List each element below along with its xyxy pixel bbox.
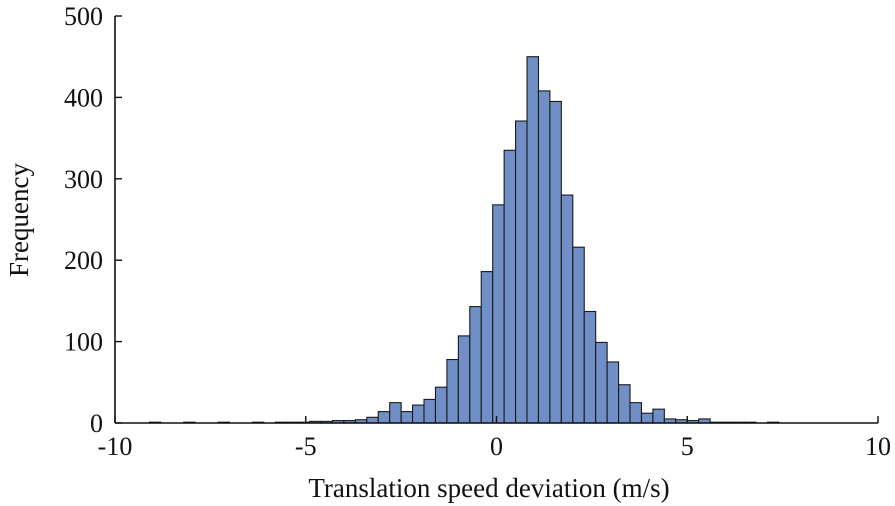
- histogram-bar: [537, 90, 551, 424]
- histogram-bar: [503, 149, 517, 424]
- x-axis-label: Translation speed deviation (m/s): [308, 473, 669, 503]
- histogram-bar: [389, 402, 402, 424]
- histogram-bar: [412, 404, 425, 424]
- histogram-bar: [480, 271, 494, 424]
- x-tick-label: 0: [490, 432, 503, 461]
- y-tick-label: 200: [64, 246, 103, 275]
- histogram-bar: [446, 358, 459, 424]
- x-tick-label: 10: [865, 432, 891, 461]
- histogram-bar: [583, 310, 597, 424]
- histogram-bar: [469, 306, 482, 424]
- histogram-bar: [526, 56, 540, 424]
- histogram-bar: [549, 100, 562, 424]
- histogram-bar: [572, 246, 585, 424]
- labels-layer: Translation speed deviation (m/s) Freque…: [4, 163, 670, 503]
- x-tick-label: 5: [681, 432, 694, 461]
- histogram-bar: [423, 398, 437, 424]
- histogram-bar: [652, 408, 665, 424]
- y-tick-label: 100: [64, 328, 103, 357]
- histogram-bar: [400, 411, 414, 424]
- y-tick-label: 300: [64, 165, 103, 194]
- histogram-bar: [492, 204, 505, 424]
- bars-layer: [148, 56, 780, 424]
- histogram-bar: [434, 386, 448, 424]
- histogram-bar: [515, 120, 528, 424]
- y-tick-label: 400: [64, 83, 103, 112]
- histogram-bar: [629, 402, 643, 424]
- histogram-bar: [377, 411, 391, 424]
- histogram-bar: [366, 416, 379, 424]
- histogram-bar: [457, 335, 471, 424]
- histogram-bar: [560, 194, 574, 424]
- histogram-bar: [595, 341, 608, 424]
- x-tick-label: -5: [295, 432, 317, 461]
- histogram-bar: [618, 384, 631, 424]
- y-tick-label: 0: [90, 409, 103, 438]
- y-tick-label: 500: [64, 2, 103, 31]
- histogram-bar: [606, 361, 620, 424]
- x-tick-label: -10: [98, 432, 133, 461]
- y-axis-label: Frequency: [4, 163, 34, 277]
- histogram-bar: [640, 412, 654, 424]
